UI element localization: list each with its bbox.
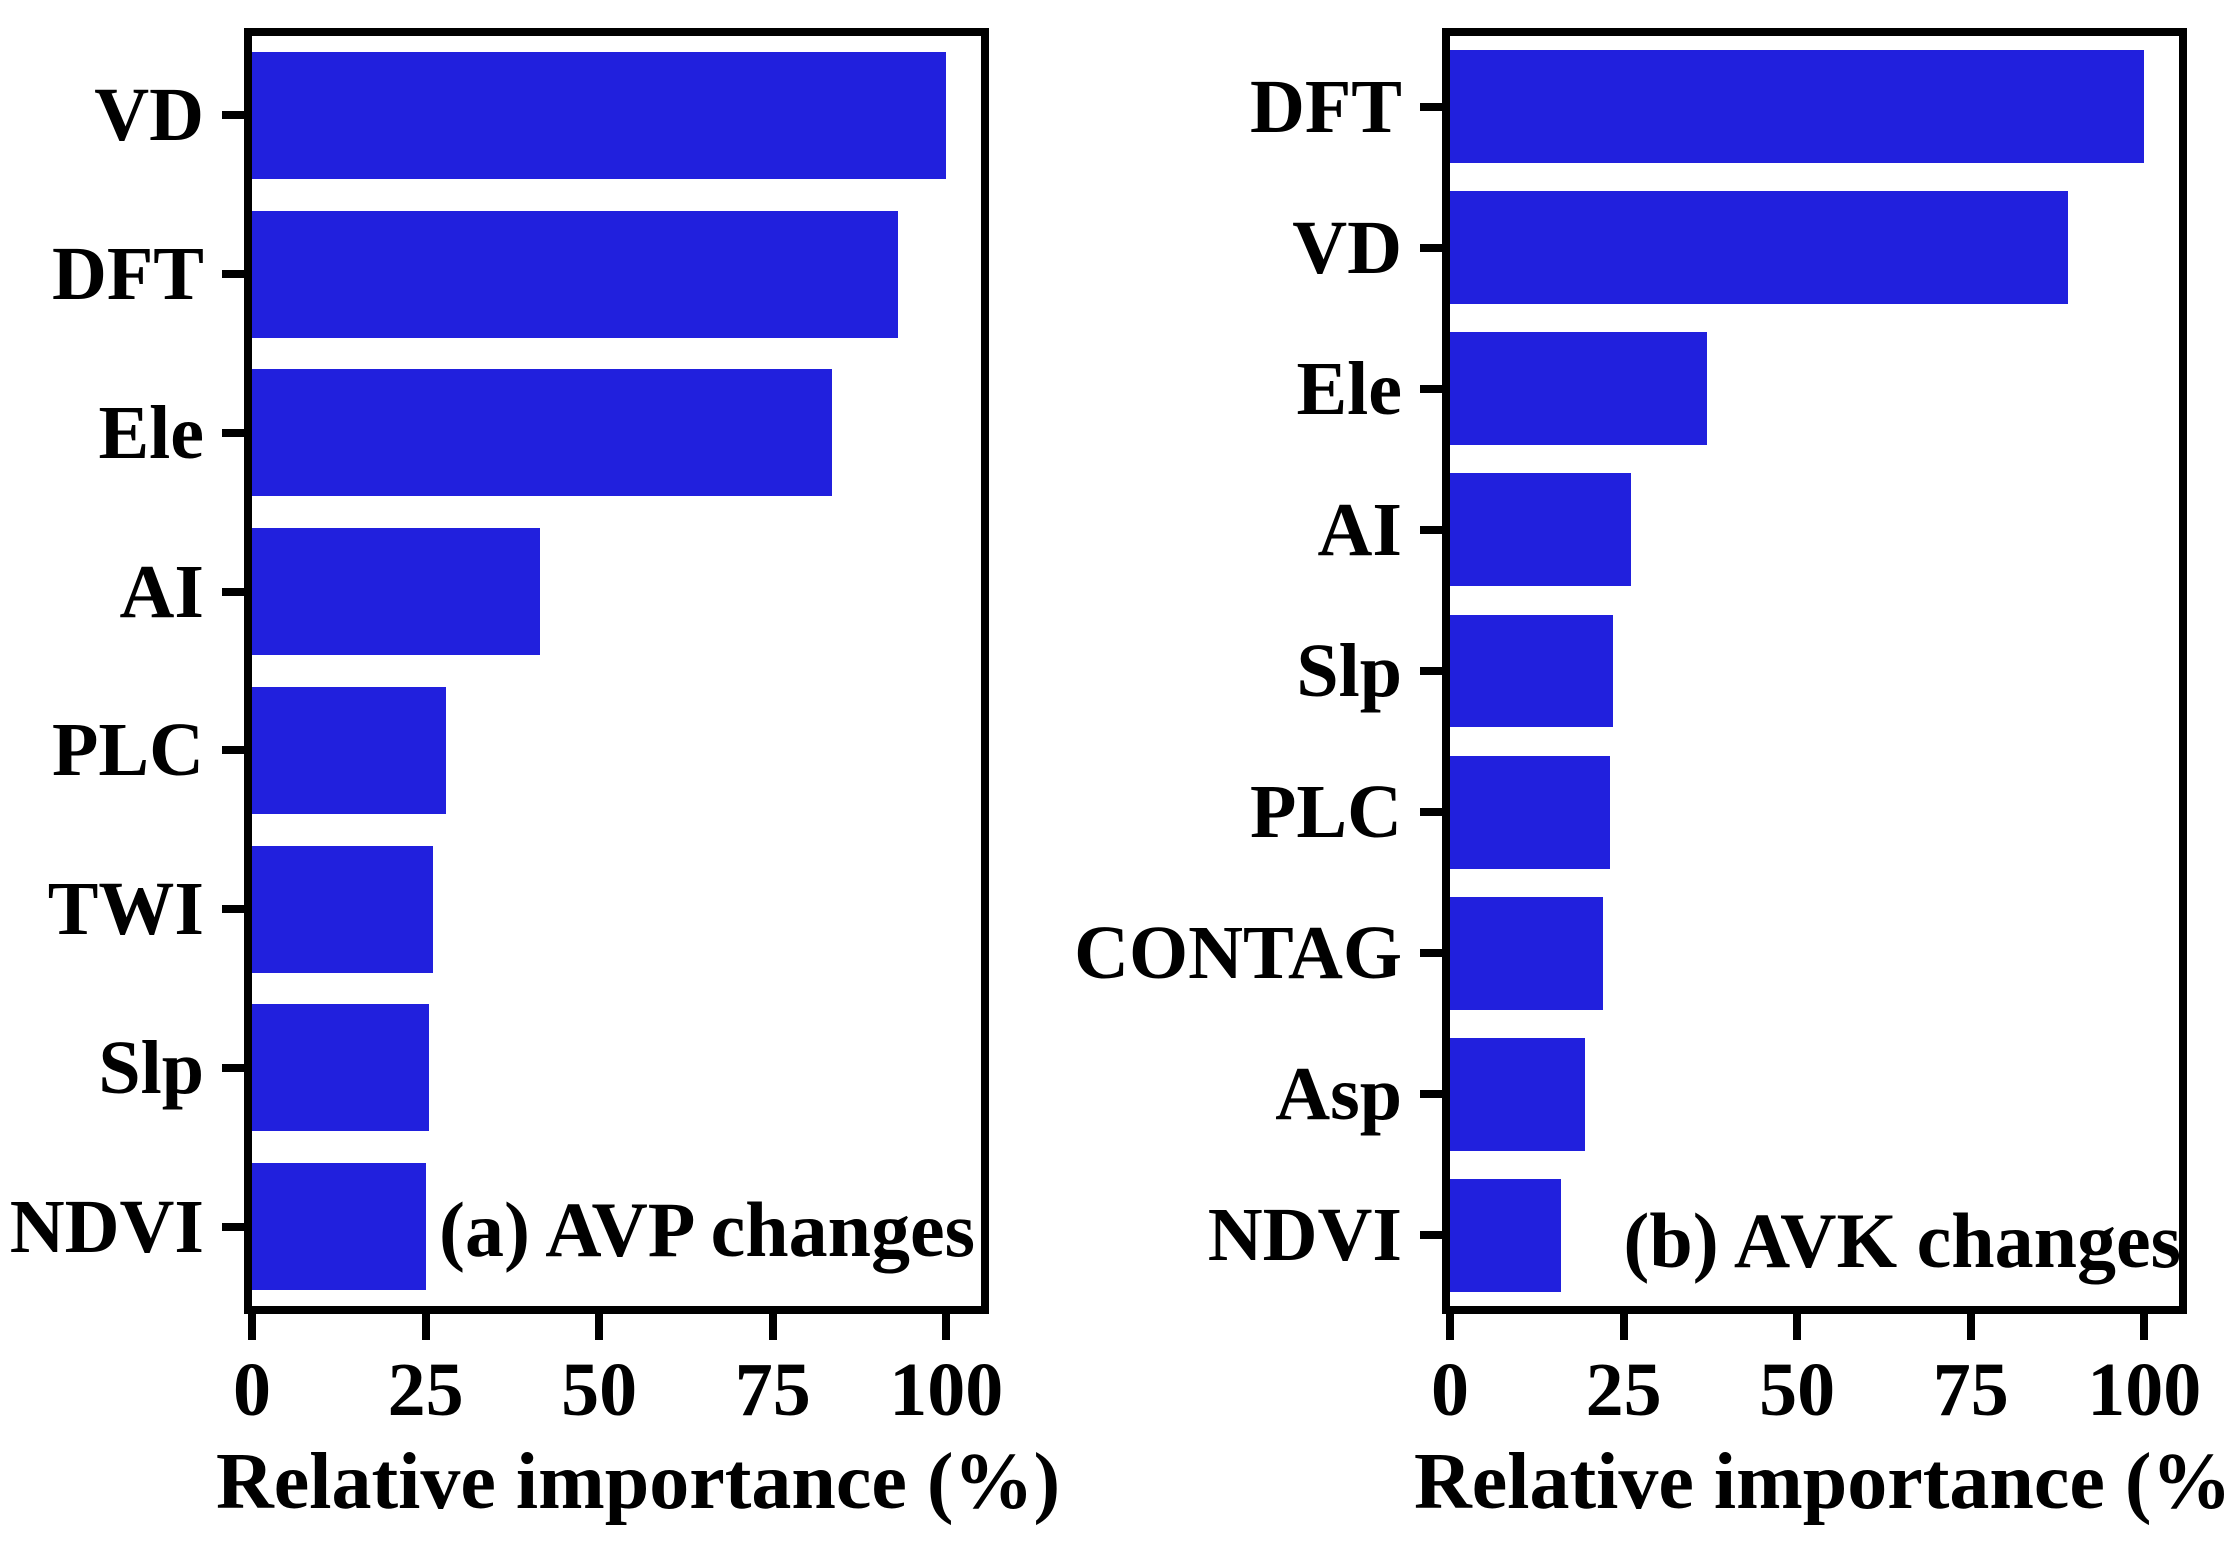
x-tick-label-0-a: 0	[233, 1348, 271, 1432]
y-tick-ele-a	[222, 428, 244, 437]
y-tick-ele-b	[1420, 384, 1442, 393]
x-tick-label-0-b: 0	[1431, 1348, 1469, 1432]
category-label-plc-a: PLC	[52, 708, 204, 793]
x-tick-25-b	[1619, 1314, 1628, 1340]
bar-plc-a	[252, 686, 447, 814]
x-tick-0-b	[1446, 1314, 1454, 1340]
category-label-dft-b: DFT	[1250, 64, 1402, 149]
x-tick-label-25-b: 25	[1585, 1348, 1662, 1432]
x-tick-50-b	[1793, 1314, 1802, 1340]
y-tick-dft-b	[1420, 102, 1442, 111]
category-label-vd-b: VD	[1292, 205, 1402, 290]
y-tick-slp-b	[1420, 667, 1442, 675]
bar-vd-a	[252, 51, 947, 179]
bar-twi-a	[252, 845, 433, 973]
bar-dft-b	[1450, 50, 2145, 163]
y-tick-ndvi-a	[222, 1222, 244, 1231]
category-label-ai-a: AI	[119, 549, 204, 634]
x-tick-label-75-b: 75	[1932, 1348, 2009, 1432]
y-tick-asp-b	[1420, 1090, 1442, 1099]
bar-ai-b	[1450, 473, 1631, 587]
category-label-dft-a: DFT	[52, 232, 204, 317]
y-tick-ndvi-b	[1420, 1231, 1442, 1240]
bar-ndvi-b	[1450, 1179, 1562, 1292]
x-tick-100-b	[2140, 1314, 2149, 1340]
bar-asp-b	[1450, 1037, 1586, 1151]
x-tick-label-100-a: 100	[889, 1348, 1004, 1432]
bar-vd-b	[1450, 191, 2068, 305]
category-label-ndvi-b: NDVI	[1207, 1193, 1402, 1278]
bar-slp-a	[252, 1004, 429, 1132]
panel-a-caption: (a) AVP changes	[439, 1186, 975, 1273]
bar-dft-a	[252, 210, 898, 338]
x-tick-label-50-b: 50	[1759, 1348, 1836, 1432]
category-label-contag-b: CONTAG	[1074, 911, 1402, 996]
y-tick-plc-b	[1420, 808, 1442, 817]
bar-contag-b	[1450, 896, 1603, 1010]
y-tick-twi-a	[222, 905, 244, 914]
bar-slp-b	[1450, 614, 1614, 728]
category-label-ele-b: Ele	[1296, 346, 1402, 431]
category-label-ele-a: Ele	[98, 390, 204, 475]
x-tick-label-25-a: 25	[387, 1348, 464, 1432]
bar-ele-b	[1450, 332, 1707, 446]
y-tick-vd-b	[1420, 243, 1442, 252]
y-tick-contag-b	[1420, 949, 1442, 958]
category-label-ndvi-a: NDVI	[9, 1184, 204, 1269]
bar-ndvi-a	[252, 1163, 426, 1291]
x-tick-75-b	[1966, 1314, 1975, 1340]
x-axis-label-a: Relative importance (%)	[216, 1438, 1061, 1526]
category-label-plc-b: PLC	[1250, 770, 1402, 855]
y-tick-ai-a	[222, 587, 244, 596]
y-tick-plc-a	[222, 746, 244, 755]
y-tick-ai-b	[1420, 525, 1442, 534]
bar-plc-b	[1450, 755, 1610, 869]
panel-b-caption: (b) AVK changes	[1623, 1197, 2181, 1284]
bar-ai-a	[252, 528, 541, 656]
category-label-asp-b: Asp	[1275, 1052, 1402, 1137]
category-label-slp-a: Slp	[98, 1025, 204, 1110]
category-label-ai-b: AI	[1317, 487, 1402, 572]
x-tick-label-75-a: 75	[734, 1348, 811, 1432]
y-tick-slp-a	[222, 1063, 244, 1072]
x-tick-25-a	[421, 1314, 430, 1340]
bar-ele-a	[252, 369, 832, 497]
x-tick-75-a	[768, 1314, 777, 1340]
category-label-vd-a: VD	[94, 73, 204, 158]
x-axis-label-b: Relative importance (%)	[1414, 1438, 2227, 1526]
x-tick-label-100-b: 100	[2087, 1348, 2202, 1432]
category-label-twi-a: TWI	[47, 867, 204, 952]
x-tick-100-a	[942, 1314, 951, 1340]
x-tick-label-50-a: 50	[561, 1348, 638, 1432]
x-tick-50-a	[595, 1314, 604, 1340]
y-tick-vd-a	[222, 111, 244, 120]
x-tick-0-a	[248, 1314, 256, 1340]
category-label-slp-b: Slp	[1296, 629, 1402, 713]
y-tick-dft-a	[222, 270, 244, 279]
